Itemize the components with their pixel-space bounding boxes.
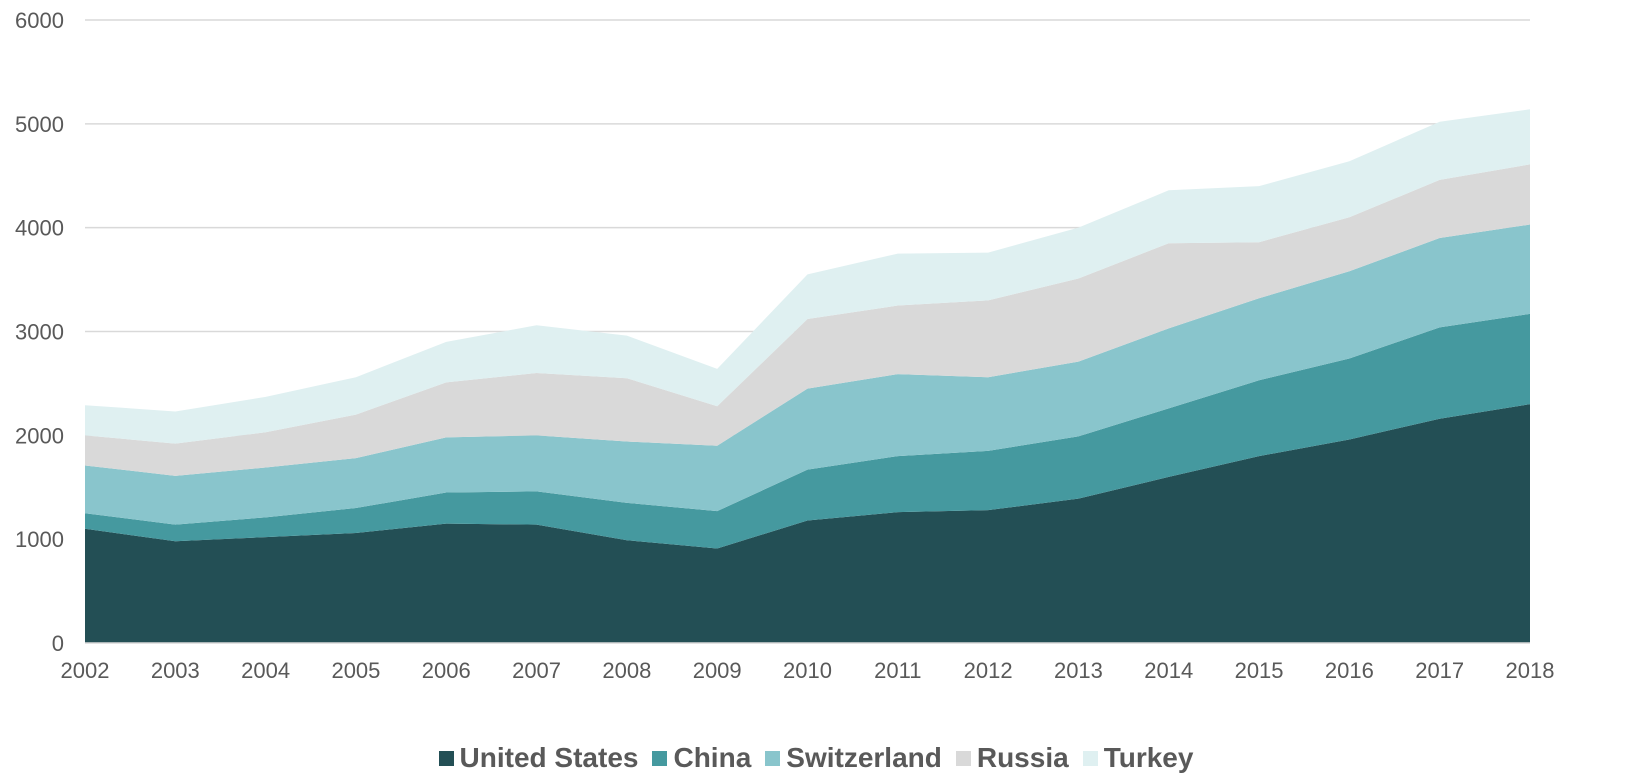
y-tick-label: 3000 xyxy=(15,320,64,345)
x-tick-label: 2010 xyxy=(783,658,832,683)
x-tick-label: 2006 xyxy=(422,658,471,683)
x-tick-label: 2008 xyxy=(602,658,651,683)
legend-item: Switzerland xyxy=(765,742,942,774)
area-united-states xyxy=(85,404,1530,643)
x-tick-label: 2014 xyxy=(1144,658,1193,683)
x-tick-label: 2002 xyxy=(61,658,110,683)
legend-item: Russia xyxy=(955,742,1069,774)
legend-item: Turkey xyxy=(1082,742,1194,774)
x-tick-label: 2018 xyxy=(1506,658,1555,683)
x-tick-label: 2009 xyxy=(693,658,742,683)
legend-swatch xyxy=(652,750,668,766)
area-switzerland xyxy=(85,224,1530,525)
x-tick-label: 2004 xyxy=(241,658,290,683)
x-tick-label: 2016 xyxy=(1325,658,1374,683)
legend-label: United States xyxy=(459,742,639,773)
y-tick-label: 4000 xyxy=(15,216,64,241)
legend-label: Turkey xyxy=(1103,742,1194,773)
area-turkey xyxy=(85,109,1530,444)
y-tick-label: 6000 xyxy=(15,8,64,33)
legend-label: China xyxy=(673,742,752,773)
x-tick-label: 2017 xyxy=(1415,658,1464,683)
x-tick-label: 2015 xyxy=(1235,658,1284,683)
y-tick-label: 1000 xyxy=(15,527,64,552)
legend-label: Russia xyxy=(976,742,1069,773)
y-tick-label: 5000 xyxy=(15,112,64,137)
x-tick-label: 2011 xyxy=(874,658,921,683)
legend-item: China xyxy=(652,742,751,774)
legend-swatch xyxy=(765,750,781,766)
x-tick-label: 2013 xyxy=(1054,658,1103,683)
legend-label: Switzerland xyxy=(786,742,942,773)
legend-swatch xyxy=(438,750,454,766)
axes: 0 1000 2000 3000 4000 5000 6000 2002 2003 2004 200… xyxy=(15,8,1554,683)
legend: United States China Switzerland Russia Turke… xyxy=(0,742,1632,774)
area-china xyxy=(85,313,1530,549)
x-tick-label: 2007 xyxy=(512,658,561,683)
area-series xyxy=(85,109,1530,643)
legend-swatch xyxy=(1082,750,1098,766)
legend-item: United States xyxy=(438,742,639,774)
legend-swatch xyxy=(955,750,971,766)
x-tick-label: 2012 xyxy=(964,658,1013,683)
y-tick-label: 0 xyxy=(52,631,64,656)
x-tick-label: 2003 xyxy=(151,658,200,683)
x-tick-label: 2005 xyxy=(331,658,380,683)
y-tick-label: 2000 xyxy=(15,423,64,448)
area-russia xyxy=(85,164,1530,476)
